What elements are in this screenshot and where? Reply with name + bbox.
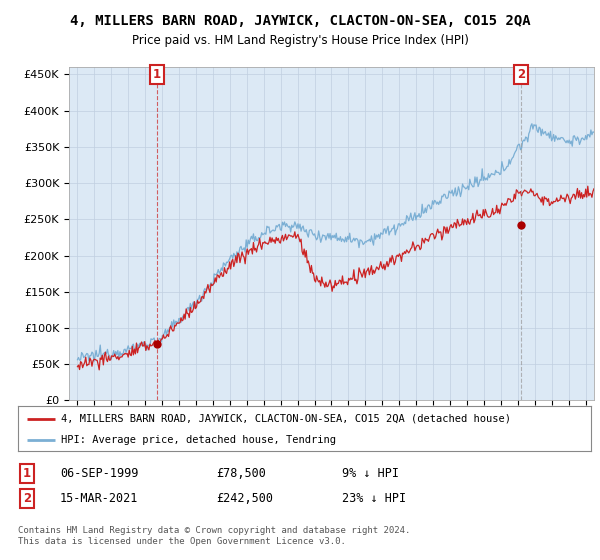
Text: 06-SEP-1999: 06-SEP-1999 xyxy=(60,466,139,480)
Text: 23% ↓ HPI: 23% ↓ HPI xyxy=(342,492,406,505)
Text: 2: 2 xyxy=(23,492,31,505)
Text: Contains HM Land Registry data © Crown copyright and database right 2024.
This d: Contains HM Land Registry data © Crown c… xyxy=(18,526,410,546)
Text: Price paid vs. HM Land Registry's House Price Index (HPI): Price paid vs. HM Land Registry's House … xyxy=(131,34,469,46)
Text: HPI: Average price, detached house, Tendring: HPI: Average price, detached house, Tend… xyxy=(61,435,336,445)
Text: 4, MILLERS BARN ROAD, JAYWICK, CLACTON-ON-SEA, CO15 2QA (detached house): 4, MILLERS BARN ROAD, JAYWICK, CLACTON-O… xyxy=(61,413,511,423)
Text: £78,500: £78,500 xyxy=(216,466,266,480)
Text: 9% ↓ HPI: 9% ↓ HPI xyxy=(342,466,399,480)
Text: £242,500: £242,500 xyxy=(216,492,273,505)
Text: 15-MAR-2021: 15-MAR-2021 xyxy=(60,492,139,505)
Text: 1: 1 xyxy=(153,68,161,81)
Text: 1: 1 xyxy=(23,466,31,480)
Text: 2: 2 xyxy=(517,68,526,81)
Text: 4, MILLERS BARN ROAD, JAYWICK, CLACTON-ON-SEA, CO15 2QA: 4, MILLERS BARN ROAD, JAYWICK, CLACTON-O… xyxy=(70,14,530,28)
